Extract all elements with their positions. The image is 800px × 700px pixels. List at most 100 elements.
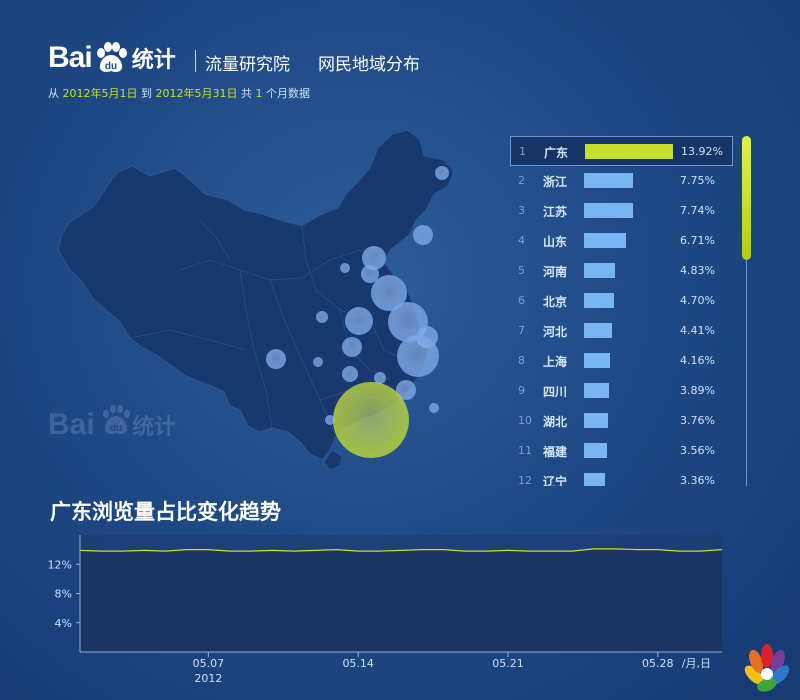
ranking-row-3[interactable]: 3 江苏 7.74% — [510, 196, 733, 226]
rank-number: 10 — [518, 414, 532, 427]
province-bar — [584, 353, 610, 368]
ranking-row-9[interactable]: 9 四川 3.89% — [510, 376, 733, 406]
province-name: 辽宁 — [543, 475, 568, 486]
ranking-scroll-track[interactable] — [746, 140, 747, 486]
logo-bai-text: Bai — [48, 41, 93, 74]
bubble-shaanxi — [316, 311, 328, 323]
province-percent: 7.75% — [680, 174, 715, 187]
bubble-jiangxi — [374, 372, 386, 384]
rank-number: 8 — [518, 354, 525, 367]
bubble-guangxi — [325, 415, 335, 425]
province-bar — [584, 473, 605, 486]
bubble-hunan — [342, 366, 358, 382]
province-bar — [584, 263, 615, 278]
bubble-heilongjiang — [435, 166, 449, 180]
ranking-row-11[interactable]: 11 福建 3.56% — [510, 436, 733, 466]
rank-number: 12 — [518, 474, 532, 486]
date-start: 2012年5月1日 — [62, 87, 138, 100]
bubble-beijing — [362, 246, 386, 270]
trend-chart: 4% 8% 12% 05.07 05.14 05.21 05.28 2012/月,日 — [48, 535, 723, 685]
ranking-row-4[interactable]: 4 山东 6.71% — [510, 226, 733, 256]
watermark-bai-text: Bai — [48, 408, 95, 441]
trend-x-tick-label: 05.28 — [642, 657, 674, 670]
page-title: 网民地域分布 — [318, 55, 420, 75]
bubble-liaoning — [413, 225, 433, 245]
province-name: 四川 — [543, 385, 568, 399]
date-count: 1 — [255, 87, 263, 100]
rank-number: 4 — [518, 234, 525, 247]
rank-number: 2 — [518, 174, 525, 187]
date-total-label: 共 — [241, 87, 252, 100]
province-percent: 3.36% — [680, 474, 715, 486]
ranking-row-5[interactable]: 5 河南 4.83% — [510, 256, 733, 286]
bubble-taiwan — [429, 403, 439, 413]
province-name: 山东 — [543, 235, 568, 249]
province-percent: 3.56% — [680, 444, 715, 457]
ranking-scroll-thumb[interactable] — [742, 136, 751, 260]
trend-x-tick-label: 05.07 — [193, 657, 225, 670]
date-end: 2012年5月31日 — [155, 87, 238, 100]
province-bar — [584, 173, 633, 188]
date-unit: 个月数据 — [266, 87, 310, 100]
province-percent: 4.16% — [680, 354, 715, 367]
province-bar — [584, 413, 608, 428]
trend-chart-title: 广东浏览量占比变化趋势 — [50, 500, 281, 524]
province-bar — [584, 233, 626, 248]
province-percent: 4.41% — [680, 324, 715, 337]
ranking-row-2[interactable]: 2 浙江 7.75% — [510, 166, 733, 196]
trend-year-label: 2012 — [194, 672, 222, 685]
province-percent: 4.83% — [680, 264, 715, 277]
province-bar — [584, 383, 609, 398]
province-name: 浙江 — [543, 175, 568, 189]
ranking-row-12[interactable]: 12 辽宁 3.36% — [510, 466, 733, 486]
province-bar — [584, 323, 612, 338]
baidu-paw-icon: du — [94, 42, 128, 74]
bubble-tianjin — [361, 265, 379, 283]
date-range: 从 2012年5月1日 到 2012年5月31日 共 1 个月数据 — [48, 85, 310, 101]
province-name: 河南 — [543, 265, 568, 279]
rank-number: 5 — [518, 264, 525, 277]
bubble-hubei — [342, 337, 362, 357]
bubble-sichuan — [266, 349, 286, 369]
province-bar — [585, 144, 673, 159]
header-divider — [195, 50, 196, 72]
ranking-row-6[interactable]: 6 北京 4.70% — [510, 286, 733, 316]
bubble-guangdong[interactable] — [333, 382, 409, 458]
province-ranking-list[interactable]: 1 广东 13.92% 2 浙江 7.75% 3 江苏 7.74% 4 山东 6.71% 5 河南 4.83… — [510, 136, 733, 486]
rank-number: 3 — [518, 204, 525, 217]
ranking-row-1[interactable]: 1 广东 13.92% — [510, 136, 733, 166]
bubble-zhejiang — [397, 335, 439, 377]
trend-line — [79, 548, 723, 552]
baidu-tongji-logo: Bai du 统计 — [48, 40, 176, 76]
rank-number: 7 — [518, 324, 525, 337]
bubble-shanxi — [340, 263, 350, 273]
bubble-shandong — [371, 275, 407, 311]
date-from-label: 从 — [48, 87, 59, 100]
rank-number: 1 — [519, 145, 526, 158]
province-percent: 13.92% — [681, 145, 723, 158]
province-bar — [584, 443, 607, 458]
trend-y-tick-label: 12% — [48, 558, 72, 571]
ranking-row-7[interactable]: 7 河北 4.41% — [510, 316, 733, 346]
watermark-tongji-text: 统计 — [132, 414, 176, 440]
bubble-chongqing — [313, 357, 323, 367]
trend-y-tick-label: 4% — [55, 617, 72, 630]
trend-area-fill — [80, 548, 722, 652]
map-bubbles — [266, 166, 449, 458]
china-map — [57, 129, 455, 471]
bubble-henan — [345, 307, 373, 335]
ranking-row-10[interactable]: 10 湖北 3.76% — [510, 406, 733, 436]
province-percent: 3.89% — [680, 384, 715, 397]
trend-period-label: /月,日 — [682, 657, 711, 670]
province-name: 福建 — [543, 445, 568, 459]
trend-y-tick-label: 8% — [55, 588, 72, 601]
logo-tongji-text: 统计 — [131, 48, 176, 73]
watermark-du-text: du — [110, 423, 122, 434]
province-bar — [584, 293, 614, 308]
province-name: 广东 — [544, 146, 569, 160]
rank-number: 9 — [518, 384, 525, 397]
province-name: 河北 — [543, 325, 568, 339]
ranking-row-8[interactable]: 8 上海 4.16% — [510, 346, 733, 376]
province-bar — [584, 203, 633, 218]
header-subtitle-institute: 流量研究院 — [205, 55, 290, 75]
